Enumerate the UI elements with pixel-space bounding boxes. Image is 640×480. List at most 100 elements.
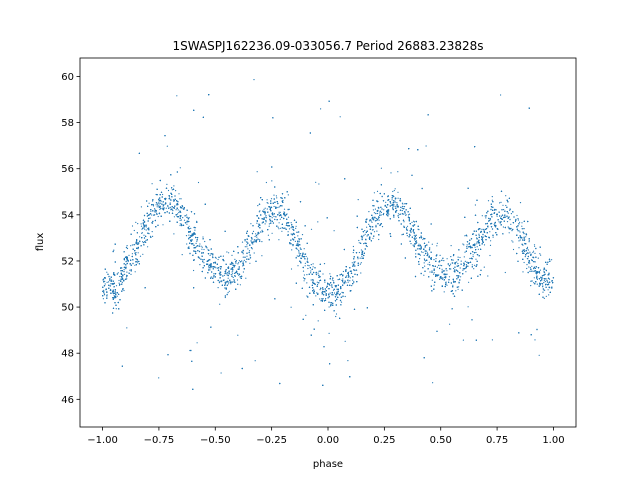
data-point <box>449 323 451 325</box>
data-point <box>310 272 312 274</box>
data-point <box>234 258 236 260</box>
data-point <box>433 259 435 261</box>
data-point <box>529 251 531 253</box>
data-point <box>199 243 201 245</box>
data-point <box>397 171 399 173</box>
data-point <box>277 226 279 228</box>
data-point <box>517 218 519 220</box>
data-point <box>428 241 430 243</box>
data-point <box>368 211 370 213</box>
data-point <box>257 233 259 235</box>
data-point <box>317 272 319 274</box>
data-point <box>188 236 190 239</box>
data-point <box>156 206 158 208</box>
data-point <box>210 276 212 278</box>
data-point <box>358 251 360 254</box>
data-point <box>103 278 105 280</box>
data-point <box>468 281 470 283</box>
data-point <box>325 298 327 300</box>
data-point <box>222 258 224 261</box>
data-point <box>443 291 445 293</box>
data-point <box>422 251 424 253</box>
data-point <box>106 271 108 273</box>
data-point <box>413 220 415 222</box>
data-point <box>454 269 456 271</box>
data-point <box>487 200 490 202</box>
data-point <box>151 231 153 233</box>
data-point <box>276 197 278 199</box>
data-point <box>190 227 192 229</box>
data-point <box>252 230 255 232</box>
data-point <box>459 267 461 269</box>
data-point <box>506 221 509 223</box>
data-point <box>478 234 480 236</box>
data-point <box>188 246 190 248</box>
data-point <box>249 262 251 264</box>
data-point <box>331 294 333 296</box>
data-point <box>401 210 403 212</box>
data-point <box>228 273 230 275</box>
data-point <box>402 203 404 205</box>
data-point <box>189 349 191 352</box>
data-point <box>352 279 354 281</box>
data-point <box>514 220 517 223</box>
data-point <box>288 228 291 230</box>
data-point <box>188 234 190 236</box>
data-point <box>337 279 339 281</box>
data-point <box>231 281 233 283</box>
data-point <box>472 251 474 253</box>
data-point <box>270 215 272 218</box>
data-point <box>279 218 281 220</box>
data-point <box>201 246 203 248</box>
data-point <box>481 239 483 241</box>
data-point <box>273 194 275 196</box>
data-point <box>149 235 152 237</box>
data-point <box>398 216 400 219</box>
data-point <box>253 239 255 241</box>
data-point <box>150 210 152 212</box>
data-point <box>160 202 162 204</box>
data-point <box>209 254 211 256</box>
data-point <box>533 244 536 246</box>
data-point <box>484 215 486 217</box>
data-point <box>137 252 139 254</box>
data-point <box>255 233 257 235</box>
data-point <box>237 263 239 265</box>
data-point <box>306 274 308 276</box>
data-point <box>214 256 216 258</box>
data-point <box>284 227 286 229</box>
data-point <box>489 244 492 246</box>
data-point <box>374 208 376 210</box>
data-point <box>548 294 550 296</box>
data-point <box>473 268 475 270</box>
data-point <box>526 258 529 260</box>
data-point <box>264 210 266 212</box>
data-point <box>106 281 108 283</box>
data-point <box>449 263 452 265</box>
data-point <box>352 251 354 254</box>
data-point <box>481 215 483 217</box>
data-point <box>358 239 360 242</box>
data-point <box>450 268 452 270</box>
data-point <box>415 253 417 255</box>
data-point <box>227 292 229 294</box>
data-point <box>298 249 300 251</box>
data-point <box>196 220 198 222</box>
data-point <box>316 281 318 283</box>
data-point <box>146 215 148 217</box>
data-point <box>137 223 139 225</box>
data-point <box>410 243 412 245</box>
data-point <box>264 223 266 225</box>
data-point <box>485 217 487 219</box>
data-point <box>360 262 362 264</box>
data-point <box>403 225 405 227</box>
data-point <box>493 223 495 225</box>
data-point <box>175 209 177 211</box>
data-point <box>393 189 395 192</box>
data-point <box>172 210 174 212</box>
data-point <box>376 230 378 232</box>
data-point <box>500 201 502 203</box>
data-point <box>123 268 125 271</box>
data-point <box>502 204 504 206</box>
data-point <box>436 245 438 247</box>
